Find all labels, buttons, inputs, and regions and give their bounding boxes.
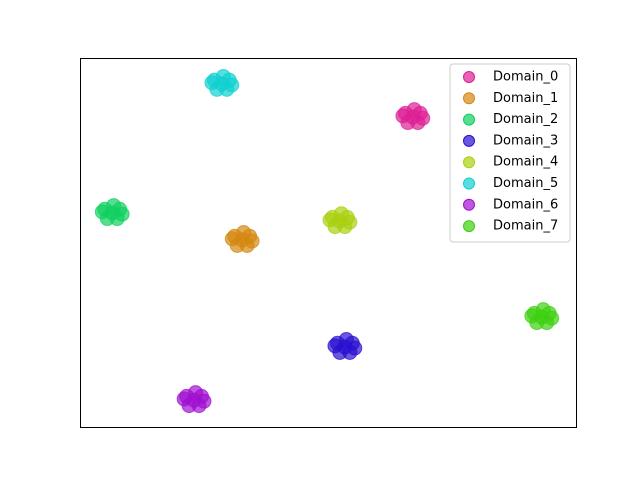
scatter-point [94, 204, 110, 220]
legend-marker [463, 113, 475, 126]
legend-marker [463, 92, 475, 105]
scatter-point [322, 212, 338, 228]
legend-label: Domain_7 [493, 219, 558, 234]
legend-marker [463, 198, 475, 211]
legend-marker [463, 156, 475, 169]
legend-marker [463, 134, 475, 147]
scatter-point [224, 231, 240, 247]
legend-label: Domain_1 [493, 91, 558, 106]
legend-label: Domain_2 [493, 112, 558, 127]
legend-box [449, 63, 571, 243]
legend-marker [463, 220, 475, 233]
legend-label: Domain_4 [493, 155, 558, 170]
legend-label: Domain_6 [493, 197, 558, 212]
scatter-point [395, 108, 411, 124]
scatter-point [176, 391, 192, 407]
scatter-point [188, 385, 204, 401]
legend-marker [463, 71, 475, 83]
legend-label: Domain_3 [493, 133, 558, 148]
legend-marker [463, 177, 475, 190]
legend-label: Domain_5 [493, 176, 558, 191]
scatter-point [406, 102, 422, 118]
scatter-point [215, 68, 231, 84]
scatter-point [338, 332, 354, 348]
scatter-point [106, 198, 122, 214]
scatter-point [204, 75, 220, 91]
scatter-point [524, 308, 540, 324]
scatter-point [535, 302, 551, 318]
axes-frame [80, 58, 577, 428]
scatter-point [333, 206, 349, 222]
scatter-point [236, 225, 252, 241]
scatter-point [327, 338, 343, 354]
legend-label: Domain_0 [493, 70, 558, 85]
